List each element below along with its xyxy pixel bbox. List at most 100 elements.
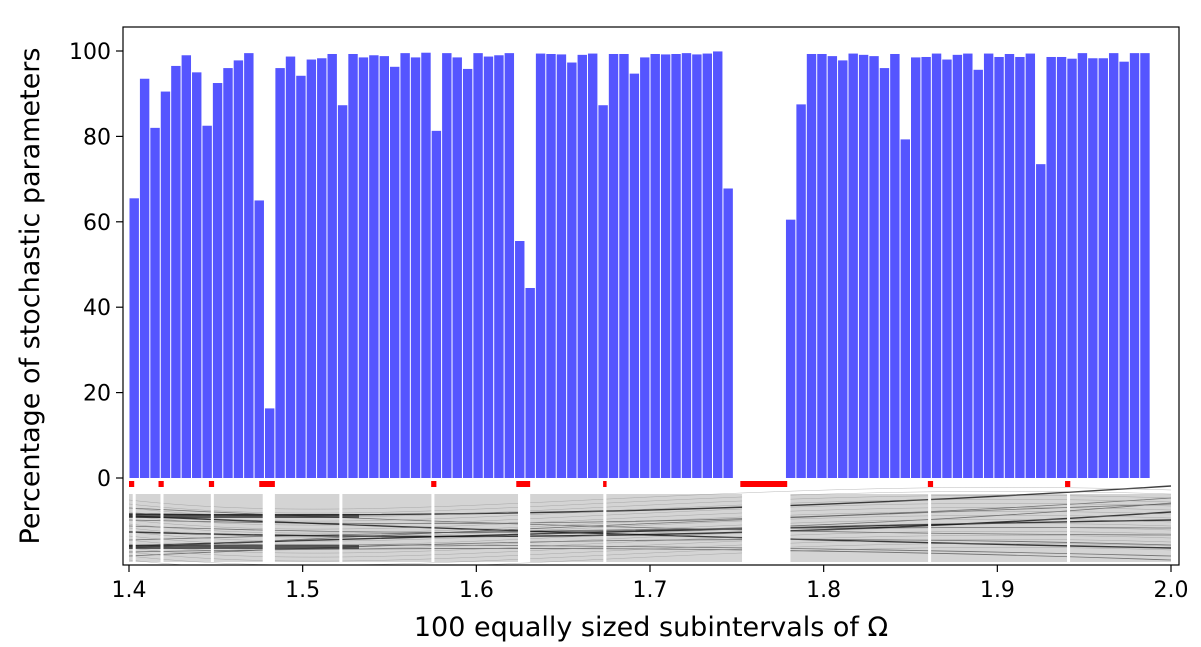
bar: [879, 68, 890, 478]
bifurcation-trace: [128, 531, 1172, 554]
bar: [379, 56, 389, 479]
bar: [306, 59, 317, 478]
bar: [1129, 53, 1140, 478]
bar: [619, 53, 629, 479]
bifurcation-gap: [210, 494, 214, 562]
y-tick-label: 80: [83, 125, 111, 150]
bifurcation-gap: [742, 494, 789, 562]
x-tick-label: 2.0: [1154, 578, 1189, 603]
bar: [1025, 53, 1036, 479]
bar: [494, 55, 504, 479]
bifurcation-trace: [128, 539, 1172, 562]
x-tick-label: 1.4: [112, 578, 147, 603]
bifurcation-trace: [128, 511, 1172, 534]
bar: [431, 130, 442, 478]
x-tick-label: 1.8: [806, 578, 841, 603]
bar: [546, 53, 556, 479]
bar: [911, 57, 921, 478]
bar: [483, 56, 494, 479]
unstable-marker: [129, 481, 135, 487]
bar: [650, 53, 660, 479]
bar: [1015, 56, 1025, 478]
bar: [1056, 56, 1067, 478]
bifurcation-trace: [128, 515, 1172, 538]
bifurcation-gap: [339, 494, 343, 562]
x-axis: 1.4 1.5 1.6 1.7 1.8 1.9 2.0: [112, 565, 1189, 603]
bar: [202, 125, 212, 478]
bar: [129, 198, 139, 478]
bar: [608, 53, 619, 479]
bar: [442, 53, 452, 478]
bar: [994, 56, 1004, 478]
bifurcation-gap: [160, 494, 164, 562]
bifurcation-trace: [128, 491, 1172, 514]
bifurcation-branch: [128, 519, 1172, 547]
bar: [1108, 53, 1119, 478]
bar: [577, 54, 587, 479]
bar: [848, 53, 858, 479]
bar: [817, 53, 827, 479]
bar: [400, 53, 410, 478]
bar: [931, 53, 942, 479]
bar: [692, 54, 702, 479]
unstable-marker: [208, 481, 215, 487]
bifurcation-branch: [128, 502, 1172, 533]
bar: [1140, 53, 1150, 478]
bar: [150, 127, 160, 479]
bar: [963, 53, 973, 479]
bar: [358, 57, 369, 478]
bar: [452, 57, 462, 478]
bifurcation-trace: [128, 547, 1172, 565]
bar: [900, 139, 910, 478]
unstable-marker: [603, 481, 607, 487]
bifurcation-trace: [128, 535, 1172, 558]
bar: [973, 69, 983, 478]
bar: [1067, 58, 1077, 478]
bifurcation-trace: [128, 487, 1172, 510]
bar: [535, 53, 546, 479]
bar: [160, 91, 171, 478]
bar: [785, 219, 796, 479]
bifurcation-trace: [128, 503, 1172, 526]
bar: [390, 66, 400, 479]
bar: [223, 68, 233, 478]
bar: [1046, 56, 1056, 478]
y-tick-label: 0: [97, 467, 111, 492]
bar: [629, 73, 640, 478]
bar: [233, 60, 244, 478]
bar: [275, 68, 285, 478]
bar: [806, 53, 817, 479]
bar: [525, 287, 535, 478]
bar: [942, 59, 952, 478]
bifurcation-gap: [1067, 494, 1071, 562]
bar: [1119, 61, 1129, 479]
bar: [890, 53, 900, 479]
bifurcation-gap: [262, 494, 275, 562]
bar: [348, 53, 358, 479]
bar: [567, 62, 577, 478]
bar: [921, 56, 931, 478]
bar: [410, 57, 421, 478]
unstable-marker: [158, 481, 164, 487]
bar: [369, 55, 379, 479]
bar: [244, 53, 254, 478]
bar: [723, 188, 733, 479]
bifurcation-trace: [128, 499, 1172, 522]
bar: [858, 54, 869, 479]
unstable-marker: [516, 481, 531, 487]
y-axis: 0 20 40 60 80 100: [69, 40, 123, 492]
bifurcation-gap: [603, 494, 607, 562]
bar: [192, 72, 202, 478]
bifurcation-branch: [128, 511, 1172, 538]
bar: [1098, 58, 1108, 478]
plot-frame: [122, 26, 1180, 566]
bar: [598, 105, 608, 478]
bifurcation-gap: [928, 494, 932, 562]
bar: [556, 54, 567, 479]
bar: [285, 56, 296, 479]
bar: [181, 55, 192, 479]
bar: [473, 53, 483, 478]
bar: [515, 241, 525, 478]
bar: [1088, 58, 1098, 478]
